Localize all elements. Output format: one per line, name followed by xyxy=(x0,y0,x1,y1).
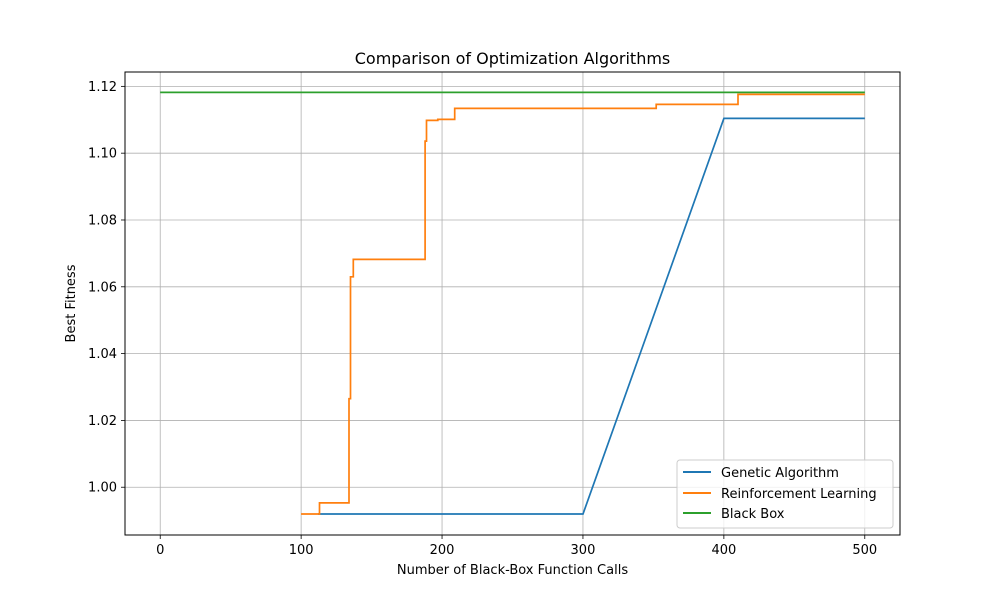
x-tick-label: 500 xyxy=(852,543,877,558)
series-layer xyxy=(160,91,865,515)
plot-frame xyxy=(124,71,901,536)
y-axis-label: Best Fitness xyxy=(64,264,79,342)
x-tick-label: 300 xyxy=(571,543,596,558)
y-tick-label: 1.10 xyxy=(88,147,117,162)
y-tick-label: 1.02 xyxy=(88,414,117,429)
legend-label-genetic-algorithm: Genetic Algorithm xyxy=(721,466,839,481)
x-tick-label: 400 xyxy=(711,543,736,558)
legend-box xyxy=(676,459,894,529)
chart-title: Comparison of Optimization Algorithms xyxy=(355,49,671,68)
ticks: 0 100 200 300 400 500 1.00 1.02 1.04 1.06 1.08 1.10… xyxy=(88,80,877,558)
series-line-genetic-algorithm xyxy=(318,117,865,515)
y-tick-label: 1.08 xyxy=(88,213,117,228)
x-tick-label: 0 xyxy=(156,543,164,558)
y-tick-label: 1.00 xyxy=(88,481,117,496)
y-tick-label: 1.12 xyxy=(88,80,117,95)
y-tick-label: 1.04 xyxy=(88,347,117,362)
y-tick-label: 1.06 xyxy=(88,280,117,295)
x-axis-label: Number of Black-Box Function Calls xyxy=(397,563,628,578)
legend-label-black-box: Black Box xyxy=(721,507,785,522)
legend: Genetic Algorithm Reinforcement Learning… xyxy=(676,459,894,529)
legend-label-reinforcement-learning: Reinforcement Learning xyxy=(721,487,877,502)
x-tick-label: 100 xyxy=(289,543,314,558)
series-line-reinforcement-learning xyxy=(301,93,865,515)
x-tick-label: 200 xyxy=(430,543,455,558)
